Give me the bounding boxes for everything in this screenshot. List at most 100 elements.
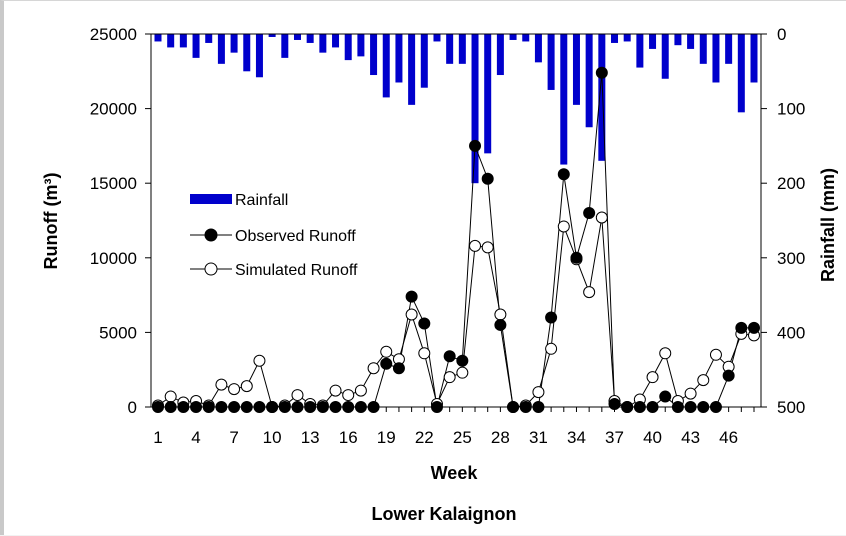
simulated-runoff-point bbox=[418, 347, 431, 360]
rainfall-bar bbox=[255, 34, 263, 78]
axes bbox=[145, 33, 767, 412]
rainfall-bar bbox=[674, 34, 682, 46]
y-left-tick-label: 20000 bbox=[90, 100, 137, 119]
rainfall-bar bbox=[585, 34, 593, 128]
rainfall-bar bbox=[243, 34, 251, 72]
simulated-runoff-point bbox=[215, 378, 228, 391]
observed-runoff-point bbox=[748, 321, 760, 334]
rainfall-bar bbox=[572, 34, 580, 105]
x-tick-label: 25 bbox=[453, 428, 472, 447]
simulated-runoff-point bbox=[684, 387, 697, 400]
x-tick-label: 31 bbox=[529, 428, 548, 447]
rainfall-bar bbox=[332, 34, 340, 48]
x-tick-label: 37 bbox=[605, 428, 624, 447]
rainfall-bar bbox=[496, 34, 504, 76]
rainfall-bar bbox=[154, 34, 162, 42]
simulated-runoff-point bbox=[557, 220, 570, 233]
rainfall-bar bbox=[522, 34, 530, 42]
simulated-runoff-point bbox=[228, 383, 241, 396]
observed-runoff-point bbox=[722, 369, 735, 382]
observed-runoff-point bbox=[456, 354, 469, 367]
y-right-tick-label: 100 bbox=[777, 100, 805, 119]
simulated-runoff-point bbox=[367, 362, 380, 375]
simulated-runoff-point bbox=[329, 384, 342, 397]
rainfall-bar bbox=[370, 34, 378, 76]
rainfall-bar bbox=[560, 34, 568, 165]
simulated-runoff-point bbox=[291, 389, 304, 402]
rainfall-bars bbox=[154, 34, 758, 184]
rainfall-bar bbox=[382, 34, 390, 98]
observed-runoff-point bbox=[735, 321, 748, 334]
rainfall-bar bbox=[611, 34, 619, 43]
rainfall-bar bbox=[217, 34, 225, 64]
observed-runoff-point bbox=[418, 317, 431, 330]
observed-runoff-point bbox=[583, 207, 596, 220]
rainfall-bar bbox=[725, 34, 733, 64]
rainfall-bar bbox=[167, 34, 175, 48]
legend-observed-label: Observed Runoff bbox=[235, 228, 356, 245]
observed-runoff-point bbox=[570, 251, 583, 264]
simulated-runoff-point bbox=[405, 308, 418, 321]
rainfall-bar bbox=[433, 34, 441, 42]
y-left-tick-label: 5000 bbox=[99, 323, 137, 342]
observed-runoff-point bbox=[659, 390, 672, 403]
simulated-runoff-point bbox=[443, 371, 456, 384]
simulated-runoff-line bbox=[157, 217, 755, 408]
simulated-runoff-point bbox=[481, 241, 494, 254]
y-axis-right-label: Rainfall (mm) bbox=[818, 168, 838, 282]
y-left-tick-label: 25000 bbox=[90, 25, 137, 44]
legend-rainfall-swatch bbox=[190, 194, 232, 204]
observed-runoff-point bbox=[481, 172, 494, 185]
legend-simulated-label: Simulated Runoff bbox=[235, 262, 358, 279]
rainfall-bar bbox=[636, 34, 644, 68]
x-tick-label: 19 bbox=[377, 428, 396, 447]
runoff-points bbox=[152, 66, 760, 413]
x-tick-label: 4 bbox=[191, 428, 200, 447]
runoff-rainfall-chart: 0 5000 10000 15000 20000 25000 0 100 200 300 400 50… bbox=[41, 25, 838, 524]
simulated-runoff-point bbox=[545, 342, 558, 355]
simulated-runoff-point bbox=[164, 390, 177, 403]
rainfall-bar bbox=[230, 34, 238, 53]
rainfall-bar bbox=[420, 34, 428, 88]
x-tick-label: 28 bbox=[491, 428, 510, 447]
observed-runoff-point bbox=[545, 311, 558, 324]
x-tick-label: 10 bbox=[263, 428, 282, 447]
rainfall-bar bbox=[205, 34, 213, 43]
simulated-runoff-point bbox=[532, 386, 545, 399]
rainfall-bar bbox=[699, 34, 707, 64]
simulated-runoff-point bbox=[469, 239, 482, 252]
x-tick-label: 16 bbox=[339, 428, 358, 447]
rainfall-bar bbox=[357, 34, 365, 57]
tick-labels: 0 5000 10000 15000 20000 25000 0 100 200 300 400 50… bbox=[90, 25, 806, 447]
rainfall-bar bbox=[306, 34, 314, 43]
rainfall-bar bbox=[737, 34, 745, 113]
observed-runoff-point bbox=[494, 318, 507, 331]
observed-runoff-point bbox=[443, 350, 456, 363]
rainfall-bar bbox=[344, 34, 352, 61]
rainfall-bar bbox=[687, 34, 695, 49]
x-tick-label: 46 bbox=[719, 428, 738, 447]
simulated-runoff-point bbox=[354, 384, 367, 397]
legend-observed-marker bbox=[204, 228, 218, 242]
rainfall-bar bbox=[458, 34, 466, 64]
x-tick-label: 13 bbox=[301, 428, 320, 447]
y-axis-left-label: Runoff (m³) bbox=[41, 173, 61, 270]
y-right-tick-label: 200 bbox=[777, 174, 805, 193]
y-left-tick-label: 0 bbox=[128, 398, 137, 417]
y-right-tick-label: 300 bbox=[777, 249, 805, 268]
rainfall-bar bbox=[484, 34, 492, 154]
simulated-runoff-point bbox=[646, 371, 659, 384]
simulated-runoff-point bbox=[342, 389, 355, 402]
y-left-tick-label: 10000 bbox=[90, 249, 137, 268]
y-right-tick-label: 0 bbox=[777, 25, 786, 44]
simulated-runoff-point bbox=[253, 354, 266, 367]
observed-runoff-point bbox=[595, 66, 608, 79]
legend-rainfall-label: Rainfall bbox=[235, 192, 288, 209]
observed-runoff-point bbox=[405, 290, 418, 303]
rainfall-bar bbox=[408, 34, 416, 105]
rainfall-bar bbox=[319, 34, 327, 53]
rainfall-bar bbox=[395, 34, 403, 83]
legend: Rainfall Observed Runoff Simulated Runof… bbox=[190, 192, 358, 279]
rainfall-bar bbox=[471, 34, 479, 184]
y-right-tick-label: 500 bbox=[777, 398, 805, 417]
